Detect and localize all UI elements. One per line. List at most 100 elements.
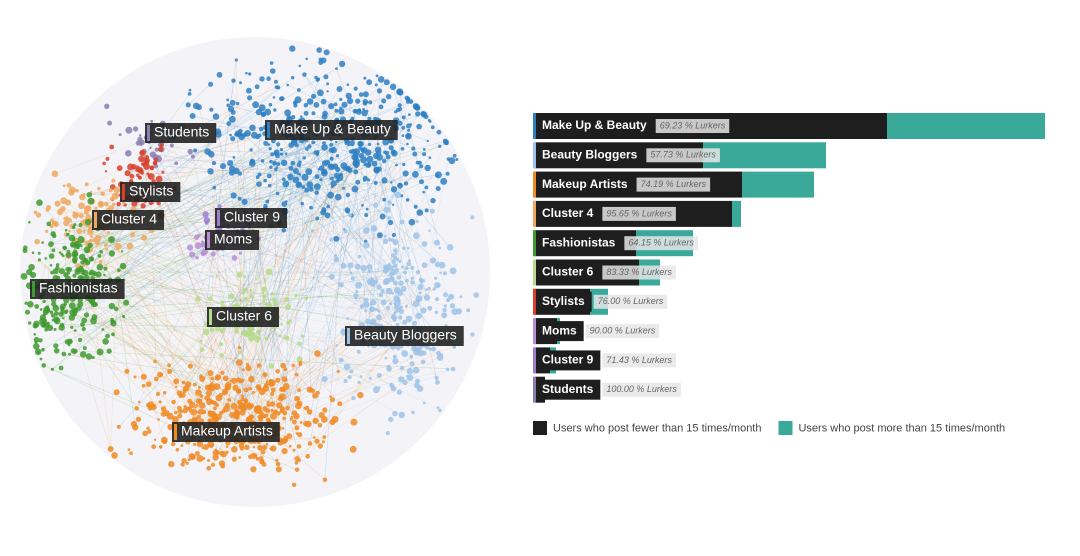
node xyxy=(249,293,254,299)
bar-chart: Make Up & Beauty 69.23 % Lurkers Beauty Bl… xyxy=(533,113,1045,435)
edge xyxy=(262,336,414,418)
edge xyxy=(49,327,310,391)
edge xyxy=(232,308,281,443)
node xyxy=(335,179,340,183)
node xyxy=(263,178,268,183)
category-accent xyxy=(533,288,536,315)
node xyxy=(297,400,303,406)
node xyxy=(455,308,462,315)
node xyxy=(298,64,302,68)
node xyxy=(76,228,82,234)
node xyxy=(294,293,298,298)
category-accent xyxy=(533,200,536,227)
lurker-label: 69.23 % Lurkers xyxy=(660,120,726,130)
node xyxy=(387,219,394,226)
node xyxy=(168,460,175,468)
node xyxy=(64,339,71,345)
node xyxy=(295,182,302,189)
node xyxy=(195,451,200,456)
node xyxy=(449,303,456,309)
node xyxy=(224,383,232,391)
node xyxy=(167,363,171,368)
node xyxy=(74,329,77,332)
node xyxy=(284,297,290,302)
node xyxy=(153,359,157,364)
category-label-box xyxy=(537,145,645,166)
node xyxy=(358,92,364,97)
node xyxy=(255,175,260,179)
cluster-label-accent xyxy=(147,125,150,141)
node xyxy=(275,369,280,374)
node xyxy=(333,256,340,263)
node xyxy=(161,408,164,411)
node xyxy=(324,159,331,165)
node xyxy=(448,157,456,165)
node xyxy=(192,382,197,387)
node xyxy=(397,290,403,296)
node xyxy=(319,178,323,182)
node xyxy=(190,408,198,416)
cluster-label: Cluster 6 xyxy=(207,307,280,327)
node xyxy=(356,349,361,354)
node xyxy=(243,275,247,279)
node xyxy=(410,276,414,280)
node xyxy=(389,382,394,387)
node xyxy=(248,454,253,460)
node xyxy=(237,350,242,355)
node xyxy=(401,350,409,357)
node xyxy=(434,239,440,246)
node xyxy=(434,297,440,302)
node xyxy=(22,248,28,254)
node xyxy=(104,103,110,110)
edge xyxy=(312,230,370,330)
node xyxy=(104,247,108,251)
node xyxy=(291,363,296,368)
node xyxy=(395,309,399,313)
node xyxy=(188,88,192,92)
node xyxy=(72,225,76,229)
node xyxy=(338,108,345,115)
node xyxy=(369,307,374,313)
node xyxy=(243,333,247,337)
node xyxy=(212,454,219,461)
node xyxy=(298,360,303,365)
node xyxy=(297,341,302,346)
node xyxy=(383,264,389,271)
node xyxy=(86,192,92,198)
node xyxy=(256,363,262,368)
node xyxy=(178,394,183,398)
node xyxy=(422,152,427,157)
node xyxy=(240,397,245,402)
node xyxy=(229,165,236,172)
node xyxy=(281,177,286,182)
edge xyxy=(201,260,410,422)
cluster-label: Stylists xyxy=(120,182,181,202)
node xyxy=(82,229,86,233)
node xyxy=(53,328,57,331)
node xyxy=(192,102,200,110)
node xyxy=(150,404,157,411)
node xyxy=(380,299,387,306)
edge xyxy=(324,131,350,480)
node xyxy=(400,286,407,292)
node xyxy=(422,401,426,405)
node xyxy=(68,302,76,309)
node xyxy=(141,234,148,241)
node xyxy=(285,405,290,411)
node xyxy=(234,409,240,416)
node xyxy=(445,171,450,176)
node xyxy=(357,254,361,259)
node xyxy=(406,374,414,381)
cluster-label-text: Cluster 6 xyxy=(216,308,272,324)
node xyxy=(335,154,340,158)
node xyxy=(270,391,275,396)
edge xyxy=(223,345,402,426)
node xyxy=(271,297,277,303)
node xyxy=(438,261,446,269)
node xyxy=(377,309,381,313)
edge xyxy=(71,272,406,328)
node xyxy=(376,142,380,146)
node xyxy=(333,235,340,242)
node xyxy=(314,438,320,444)
node xyxy=(395,257,399,261)
